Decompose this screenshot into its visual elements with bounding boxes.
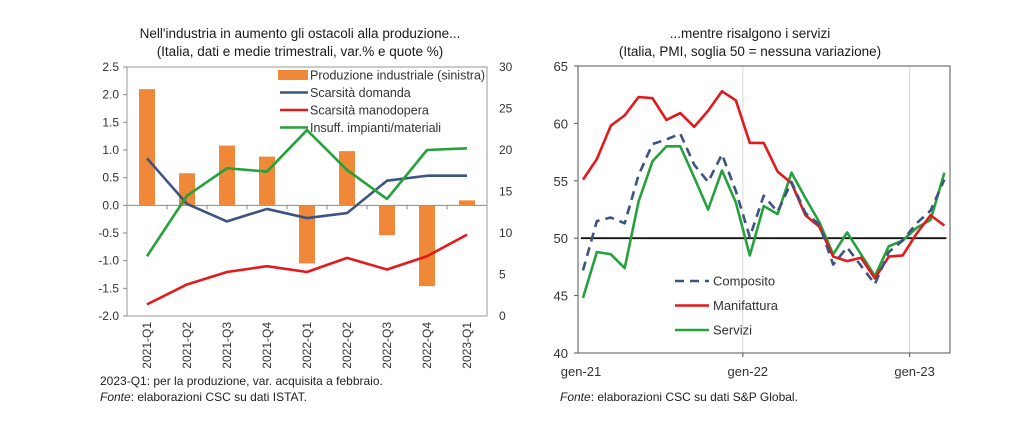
legend-label: Scarsità manodopera	[310, 104, 429, 118]
legend-label: Manifattura	[713, 298, 779, 313]
right-chart-title-block: ...mentre risalgono i servizi (Italia, P…	[540, 25, 960, 61]
right-chart-subtitle: (Italia, PMI, soglia 50 = nessuna variaz…	[618, 44, 882, 59]
left-y-tick-label: -1.0	[98, 254, 119, 268]
left-chart-title: Nell'industria in aumento gli ostacoli a…	[139, 26, 461, 41]
right-y-tick-label: 0	[499, 309, 506, 323]
right-y-tick-label: 5	[499, 268, 506, 282]
legend-label: Insuff. impianti/materiali	[310, 121, 441, 135]
series-line-scarsit-manodopera	[146, 233, 468, 306]
left-y-tick-label: 2.5	[102, 60, 119, 74]
production-bar	[339, 151, 355, 206]
legend-swatch-bar	[278, 70, 308, 80]
left-y-tick-label: -1.5	[98, 281, 119, 295]
legend-label: Produzione industriale (sinistra)	[310, 69, 485, 83]
right-y-tick-label: 55	[554, 174, 568, 189]
series-line-composito	[581, 132, 946, 286]
right-y-tick-label: 15	[499, 185, 513, 199]
left-y-tick-label: 0.0	[102, 198, 119, 212]
production-bar	[459, 200, 475, 206]
production-bar	[299, 205, 315, 264]
legend-label: Scarsità domanda	[310, 86, 411, 100]
right-chart-title: ...mentre risalgono i servizi	[669, 26, 831, 41]
legend-label: Servizi	[713, 323, 752, 338]
right-y-tick-label: 50	[554, 231, 568, 246]
right-y-tick-label: 60	[554, 116, 568, 131]
right-x-tick-label: gen-23	[894, 364, 934, 379]
right-y-tick-label: 25	[499, 102, 513, 116]
left-y-tick-label: 1.5	[102, 115, 119, 129]
left-x-tick-label: 2022-Q1	[300, 322, 314, 369]
left-chart-note: 2023-Q1: per la produzione, var. acquisi…	[100, 374, 383, 388]
series-line-scarsit-domanda	[146, 157, 467, 223]
left-x-tick-label: 2021-Q3	[220, 322, 234, 369]
production-bar	[179, 173, 195, 206]
series-line-insuff-impianti-materiali	[145, 128, 468, 257]
right-y-tick-label: 45	[554, 289, 568, 304]
right-y-tick-label: 30	[499, 60, 513, 74]
right-x-tick-label: gen-22	[728, 364, 768, 379]
production-bar	[379, 205, 395, 236]
left-y-tick-label: 1.0	[102, 143, 119, 157]
left-x-tick-label: 2022-Q3	[380, 322, 394, 369]
left-x-tick-label: 2022-Q2	[340, 322, 354, 369]
left-y-tick-label: -0.5	[98, 226, 119, 240]
left-chart-subtitle: (Italia, dati e medie trimestrali, var.%…	[156, 44, 444, 59]
right-plot-frame	[577, 65, 951, 354]
right-y-tick-label: 65	[554, 59, 568, 74]
production-bar	[219, 145, 235, 206]
right-y-tick-label: 40	[554, 346, 568, 361]
left-plot-frame	[126, 66, 488, 317]
production-bar	[139, 89, 155, 206]
left-x-tick-label: 2021-Q1	[140, 322, 154, 369]
left-source-text: : elaborazioni CSC su dati ISTAT.	[130, 390, 307, 404]
left-x-tick-label: 2021-Q4	[260, 322, 274, 369]
production-bar	[419, 205, 435, 287]
left-x-tick-label: 2023-Q1	[460, 322, 474, 369]
right-y-tick-label: 20	[499, 143, 513, 157]
right-source-label: Fonte	[560, 390, 591, 404]
left-y-tick-label: -2.0	[98, 309, 119, 323]
left-chart-title-block: Nell'industria in aumento gli ostacoli a…	[90, 25, 510, 61]
left-y-tick-label: 2.0	[102, 88, 119, 102]
right-y-tick-label: 10	[499, 226, 513, 240]
left-source-label: Fonte	[100, 390, 131, 404]
series-line-servizi	[581, 145, 946, 299]
right-x-tick-label: gen-21	[561, 364, 601, 379]
right-chart-source: Fonte: elaborazioni CSC su dati S&P Glob…	[560, 389, 798, 405]
left-x-tick-label: 2022-Q4	[420, 322, 434, 369]
left-chart-source: Fonte: elaborazioni CSC su dati ISTAT.	[100, 389, 307, 405]
left-y-tick-label: 0.5	[102, 171, 119, 185]
left-x-tick-label: 2021-Q2	[180, 322, 194, 369]
right-source-text: : elaborazioni CSC su dati S&P Global.	[590, 390, 798, 404]
legend-label: Composito	[713, 274, 775, 289]
